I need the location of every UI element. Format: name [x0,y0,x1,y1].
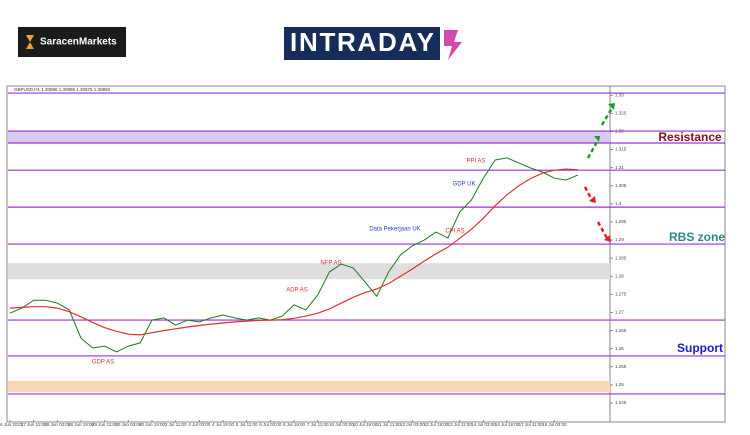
y-tick-label: 1.27 [615,310,624,315]
x-tick-label: 6 Jul 03:00 [259,422,282,427]
y-tick-label: 1.25 [615,382,624,387]
zone-label: RBS zone [669,230,725,244]
y-tick-label: 1.275 [615,292,627,297]
y-tick-label: 1.285 [615,255,627,260]
logo-box [18,27,126,57]
y-tick-label: 1.29 [615,237,624,242]
y-tick-label: 1.265 [615,328,627,333]
price-line [9,157,579,353]
y-tick-label: 1.305 [615,183,627,188]
x-tick-label: 14 Jul 19:00 [495,422,520,427]
x-tick-label: 26 Jun 2023 [0,422,23,427]
event-label: ADP AS [286,288,308,294]
zone [8,263,610,280]
x-tick-label: 10 Jul 19:00 [353,422,378,427]
brand-logo: SaracenMarkets [18,27,126,57]
x-tick-label: 6 Jul 19:00 [283,422,306,427]
y-tick-label: 1.255 [615,364,627,369]
arrows [583,103,615,242]
event-label: NFP AS [320,261,341,267]
x-tick-label: 11 Jul 11:00 [377,422,401,427]
moving-average [9,168,579,336]
arrow-head [594,103,615,142]
x-tick-label: 4 Jul 03:00 [188,422,211,427]
event-label: CPI AS [445,229,464,235]
y-tick-label: 1.325 [615,111,627,116]
x-tick-label: 7 Jul 11:00 [307,422,329,427]
banner: INTRADAY [284,27,462,60]
banner-box [284,27,440,60]
arrow-head [589,196,611,242]
y-tick-label: 1.33 [615,92,624,97]
x-tick-label: 3 Jul 11:00 [165,422,187,427]
x-tick-label: 30 Jun 19:00 [139,422,166,427]
x-tick-label: 10 Jul 03:00 [329,422,354,427]
event-label: PPI AS [466,159,485,165]
y-tick-label: 1.31 [615,165,624,170]
y-tick-label: 1.3 [615,201,622,206]
zone [8,131,610,144]
zone [8,380,610,393]
x-tick-label: 4 Jul 19:00 [212,422,235,427]
y-tick-label: 1.28 [615,273,624,278]
x-tick-label: 27 Jun 11:00 [21,422,47,427]
y-tick-label: 1.295 [615,219,627,224]
zone-label: Resistance [658,130,722,144]
plot: 1.245 1.25 1.255 1.26 1.265 1.27 1.275 1.28 1.28… [0,92,725,427]
x-tick-label: 13 Jul 11:00 [448,422,473,427]
event-label: GDP AS [92,360,114,366]
x-tick-label: 14 Jul 03:00 [471,422,496,427]
x-tick-label: 18 Jul 03:00 [542,422,567,427]
y-tick-label: 1.315 [615,147,627,152]
x-tick-label: 28 Jun 19:00 [68,422,95,427]
chart-title: GBPUSD,H1 1.30886 1.30895 1.30875 1.3088… [14,87,111,92]
x-tick-label: 12 Jul 19:00 [424,422,449,427]
x-tick-label: 17 Jul 11:00 [519,422,544,427]
logo-mark [26,35,34,49]
zone-label: Support [677,341,723,355]
banner-text: INTRADAY [290,27,434,57]
arrow-up [600,107,614,126]
y-tick-label: 1.245 [615,400,627,405]
event-label: Data Pekerjaan UK [369,227,420,233]
brand-name: SaracenMarkets [40,37,117,48]
banner-icon [444,30,462,60]
y-tick-label: 1.26 [615,346,624,351]
arrow-up [586,139,600,159]
x-tick-label: 28 Jun 03:00 [44,422,71,427]
event-label: GDP UK [453,182,476,188]
x-tick-label: 12 Jul 03:00 [400,422,425,427]
x-tick-label: 5 Jul 11:00 [236,422,258,427]
arrow-down [596,221,610,241]
x-tick-label: 30 Jun 03:00 [115,422,142,427]
x-tick-label: 29 Jun 11:00 [92,422,118,427]
